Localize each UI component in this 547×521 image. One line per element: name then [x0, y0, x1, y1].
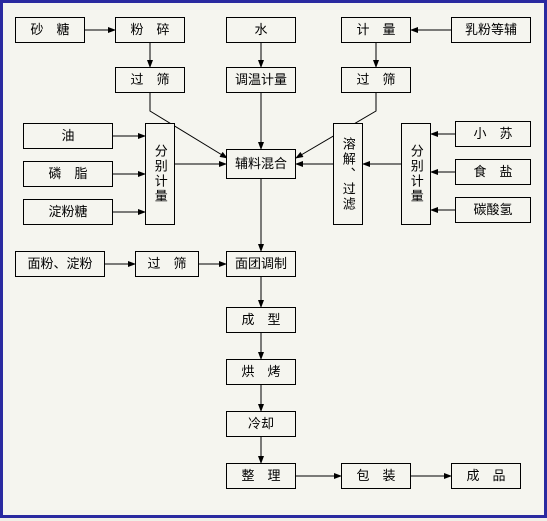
- node-label: 溶解、过滤: [340, 137, 356, 212]
- node-sieve_b: 过 筛: [135, 251, 199, 277]
- node-sieve_l: 过 筛: [115, 67, 185, 93]
- flowchart-canvas: 砂 糖粉 碎水计 量乳粉等辅过 筛调温计量过 筛油磷 脂淀粉糖分别计量辅料混合溶…: [0, 0, 547, 518]
- node-label: 烘 烤: [241, 364, 280, 380]
- node-product: 成 品: [451, 463, 521, 489]
- node-label: 磷 脂: [48, 166, 87, 182]
- node-label: 包 装: [356, 468, 395, 484]
- node-label: 油: [61, 128, 74, 144]
- node-label: 砂 糖: [30, 22, 69, 38]
- node-label: 食 盐: [473, 164, 512, 180]
- node-soda: 小 苏: [455, 121, 531, 147]
- node-label: 冷却: [248, 416, 274, 432]
- node-label: 分别计量: [408, 144, 424, 204]
- node-measure_top: 计 量: [341, 17, 411, 43]
- node-label: 辅料混合: [235, 156, 287, 172]
- node-baking: 烘 烤: [226, 359, 296, 385]
- node-label: 过 筛: [147, 256, 186, 272]
- node-label: 乳粉等辅: [465, 22, 517, 38]
- node-water: 水: [226, 17, 296, 43]
- node-sieve_r: 过 筛: [341, 67, 411, 93]
- node-sugar: 砂 糖: [15, 17, 85, 43]
- node-label: 过 筛: [130, 72, 169, 88]
- node-label: 整 理: [241, 468, 280, 484]
- node-salt: 食 盐: [455, 159, 531, 185]
- node-label: 面粉、淀粉: [27, 256, 92, 272]
- node-label: 分别计量: [152, 144, 168, 204]
- node-packing: 包 装: [341, 463, 411, 489]
- node-label: 面团调制: [235, 256, 287, 272]
- node-bicarb: 碳酸氢: [455, 197, 531, 223]
- node-label: 成 型: [241, 312, 280, 328]
- node-label: 调温计量: [235, 72, 287, 88]
- node-flour: 面粉、淀粉: [15, 251, 105, 277]
- node-label: 碳酸氢: [473, 202, 512, 218]
- node-dough: 面团调制: [226, 251, 296, 277]
- node-label: 淀粉糖: [48, 204, 87, 220]
- node-milkpowder: 乳粉等辅: [451, 17, 531, 43]
- node-oil: 油: [23, 123, 113, 149]
- node-label: 粉 碎: [130, 22, 169, 38]
- node-label: 水: [254, 22, 267, 38]
- node-mix: 辅料混合: [226, 149, 296, 179]
- node-label: 小 苏: [473, 126, 512, 142]
- node-label: 计 量: [356, 22, 395, 38]
- node-dissolve: 溶解、过滤: [333, 123, 363, 225]
- node-lecithin: 磷 脂: [23, 161, 113, 187]
- node-temper: 调温计量: [226, 67, 296, 93]
- node-sep_r: 分别计量: [401, 123, 431, 225]
- node-sep_l: 分别计量: [145, 123, 175, 225]
- node-starchsugar: 淀粉糖: [23, 199, 113, 225]
- node-forming: 成 型: [226, 307, 296, 333]
- node-cooling: 冷却: [226, 411, 296, 437]
- node-sorting: 整 理: [226, 463, 296, 489]
- node-crush: 粉 碎: [115, 17, 185, 43]
- node-label: 成 品: [466, 468, 505, 484]
- node-label: 过 筛: [356, 72, 395, 88]
